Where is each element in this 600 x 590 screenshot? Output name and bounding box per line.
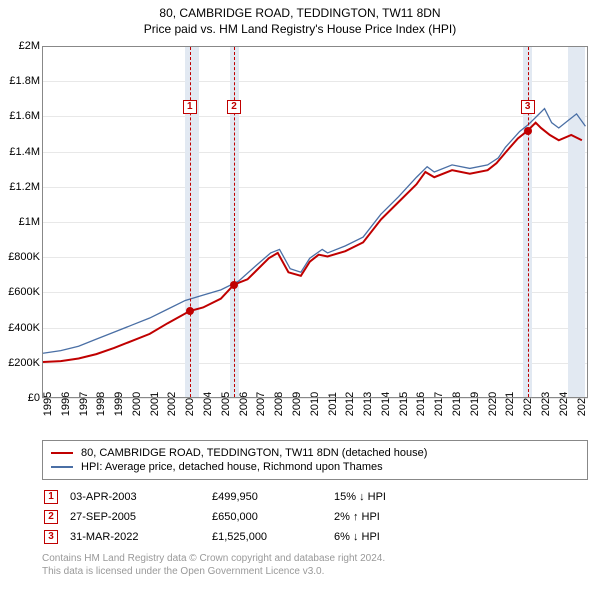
sale-number-box: 3 (44, 530, 58, 544)
series-line (43, 123, 582, 362)
sale-date: 03-APR-2003 (70, 488, 210, 506)
table-row: 3 31-MAR-2022£1,525,0006% ↓ HPI (44, 528, 396, 546)
sale-delta: 6% ↓ HPI (334, 528, 396, 546)
sale-dot (524, 127, 532, 135)
y-tick-label: £1.6M (0, 110, 40, 122)
sale-number-box: 1 (44, 490, 58, 504)
sale-delta: 2% ↑ HPI (334, 508, 396, 526)
chart-lines (43, 47, 587, 397)
sale-dot (230, 281, 238, 289)
legend-item: 80, CAMBRIDGE ROAD, TEDDINGTON, TW11 8DN… (51, 446, 579, 460)
sale-date: 27-SEP-2005 (70, 508, 210, 526)
legend-label: HPI: Average price, detached house, Rich… (81, 461, 383, 473)
event-marker: 3 (521, 100, 535, 114)
y-tick-label: £400K (0, 322, 40, 334)
y-tick-label: £1.2M (0, 181, 40, 193)
table-row: 1 03-APR-2003£499,95015% ↓ HPI (44, 488, 396, 506)
y-tick-label: £1.4M (0, 146, 40, 158)
chart-subtitle: Price paid vs. HM Land Registry's House … (0, 20, 600, 36)
y-tick-label: £600K (0, 286, 40, 298)
y-tick-label: £800K (0, 251, 40, 263)
series-line (43, 109, 585, 354)
y-tick-label: £200K (0, 357, 40, 369)
legend-item: HPI: Average price, detached house, Rich… (51, 460, 579, 474)
chart-title: 80, CAMBRIDGE ROAD, TEDDINGTON, TW11 8DN (0, 0, 600, 20)
legend-swatch (51, 466, 73, 468)
licence-note: Contains HM Land Registry data © Crown c… (42, 552, 385, 578)
event-marker: 2 (227, 100, 241, 114)
sales-table: 1 03-APR-2003£499,95015% ↓ HPI 2 27-SEP-200… (42, 486, 398, 548)
legend-swatch (51, 452, 73, 454)
sale-price: £1,525,000 (212, 528, 332, 546)
sale-dot (186, 307, 194, 315)
sale-delta: 15% ↓ HPI (334, 488, 396, 506)
event-marker: 1 (183, 100, 197, 114)
y-tick-label: £2M (0, 40, 40, 52)
chart-legend: 80, CAMBRIDGE ROAD, TEDDINGTON, TW11 8DN… (42, 440, 588, 480)
legend-label: 80, CAMBRIDGE ROAD, TEDDINGTON, TW11 8DN… (81, 447, 427, 459)
y-tick-label: £1M (0, 216, 40, 228)
y-tick-label: £0 (0, 392, 40, 404)
sale-date: 31-MAR-2022 (70, 528, 210, 546)
y-tick-label: £1.8M (0, 75, 40, 87)
chart-plot-area: 1 2 3 (42, 46, 588, 398)
table-row: 2 27-SEP-2005£650,0002% ↑ HPI (44, 508, 396, 526)
sale-price: £499,950 (212, 488, 332, 506)
sale-number-box: 2 (44, 510, 58, 524)
sale-price: £650,000 (212, 508, 332, 526)
